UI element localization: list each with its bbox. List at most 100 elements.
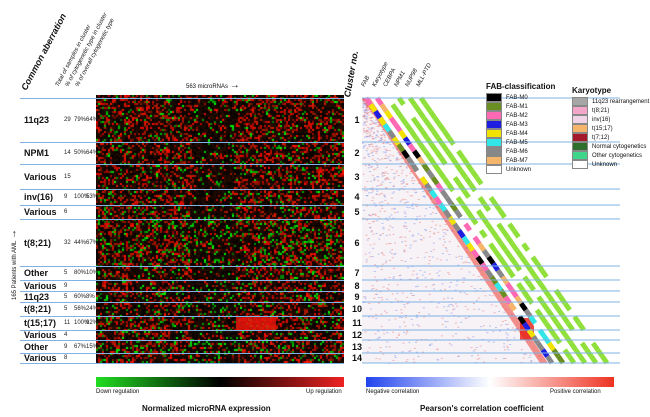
annotation-track-segment	[423, 103, 433, 113]
cluster-pct-overall: 24%	[86, 306, 99, 312]
annotation-track-segment	[424, 136, 434, 146]
correlation-speck	[378, 185, 380, 186]
correlation-speck	[529, 354, 532, 356]
correlation-speck	[480, 274, 482, 276]
correlation-speck	[365, 205, 368, 207]
correlation-speck	[394, 355, 397, 357]
correlation-speck	[468, 338, 471, 340]
correlation-speck	[377, 131, 379, 133]
annotation-track-segment	[505, 235, 515, 246]
correlation-speck	[406, 296, 409, 298]
correlation-speck	[392, 331, 394, 333]
correlation-speck	[420, 234, 423, 236]
correlation-speck	[373, 131, 375, 133]
correlation-speck	[411, 295, 414, 296]
correlation-speck	[418, 215, 421, 217]
correlation-speck	[388, 178, 390, 180]
correlation-speck	[396, 211, 399, 213]
correlation-speck	[372, 288, 375, 289]
correlation-speck	[400, 260, 403, 262]
correlation-speck	[385, 260, 388, 262]
correlation-speck	[450, 304, 453, 305]
correlation-speck	[388, 150, 391, 151]
correlation-speck	[400, 199, 403, 201]
up-regulation-label: Up regulation	[306, 389, 342, 395]
correlation-speck	[378, 147, 381, 149]
correlation-speck	[428, 345, 431, 346]
correlation-speck	[376, 165, 379, 167]
annotation-track-segment	[437, 123, 447, 133]
correlation-speck	[431, 256, 434, 258]
annotation-track-segment	[524, 262, 533, 272]
annotation-track-segment	[460, 156, 470, 166]
correlation-speck	[389, 251, 392, 253]
annotation-track-segment	[398, 129, 407, 140]
correlation-speck	[373, 148, 376, 150]
correlation-speck	[363, 209, 366, 211]
annotation-track-segment	[456, 149, 465, 160]
correlation-speck	[403, 331, 405, 333]
correlation-speck	[412, 234, 415, 236]
legend-item: t(8;21)	[572, 106, 649, 115]
correlation-speck	[385, 234, 388, 236]
correlation-speck	[401, 351, 404, 353]
annotation-track-segment	[556, 354, 566, 365]
correlation-speck	[454, 289, 457, 291]
correlation-speck	[448, 273, 451, 275]
correlation-speck	[376, 338, 379, 340]
correlation-speck	[368, 109, 371, 111]
correlation-speck	[416, 324, 419, 326]
annotation-track-segment	[387, 129, 396, 140]
correlation-speck	[405, 245, 407, 246]
correlation-speck	[437, 302, 440, 304]
correlation-speck	[363, 131, 366, 133]
correlation-speck	[406, 330, 409, 332]
correlation-speck	[381, 201, 384, 203]
correlation-speck	[439, 289, 442, 291]
correlation-speck	[371, 127, 374, 129]
correlation-speck	[378, 336, 381, 338]
correlation-speck	[503, 311, 506, 313]
correlation-speck	[366, 110, 369, 112]
correlation-speck	[455, 303, 458, 305]
annotation-track-segment	[578, 354, 588, 365]
correlation-speck	[424, 215, 426, 217]
correlation-speck	[388, 284, 390, 286]
correlation-speck	[370, 128, 373, 130]
cluster-total: 15	[64, 173, 71, 180]
cluster-pct-cyto: 50%	[74, 150, 87, 156]
mirna-heatmap	[96, 95, 344, 363]
correlation-speck	[506, 334, 509, 336]
correlation-speck	[432, 242, 435, 244]
annotation-track-segment	[538, 282, 547, 292]
correlation-speck	[403, 304, 406, 306]
correlation-speck	[384, 199, 387, 201]
correlation-speck	[420, 239, 423, 241]
correlation-speck	[387, 142, 390, 144]
correlation-speck	[368, 252, 371, 254]
annotation-track-segment	[452, 222, 462, 232]
cluster-pct-overall: 8%	[86, 293, 95, 300]
cluster-separator	[20, 291, 344, 292]
correlation-speck	[383, 175, 386, 176]
correlation-speck	[385, 217, 388, 219]
cluster-number: 1	[354, 115, 360, 125]
correlation-speck	[377, 180, 379, 182]
annotation-track-segment	[516, 282, 525, 292]
legend-item: Normal cytogenetics	[572, 142, 649, 151]
correlation-speck	[388, 138, 391, 140]
annotation-track-segment	[452, 176, 462, 186]
correlation-speck	[368, 117, 371, 119]
cluster-separator	[20, 205, 344, 206]
correlation-speck	[414, 240, 417, 242]
correlation-speck	[404, 216, 407, 218]
correlation-speck	[388, 346, 391, 348]
legend-swatch	[572, 142, 588, 151]
annotation-track-segment	[445, 149, 454, 160]
correlation-speck	[410, 318, 413, 320]
correlation-speck	[373, 142, 376, 144]
annotation-track-segment	[377, 116, 387, 126]
annotation-track-segment	[440, 142, 450, 153]
correlation-speck	[484, 295, 487, 297]
correlation-speck	[436, 349, 439, 351]
